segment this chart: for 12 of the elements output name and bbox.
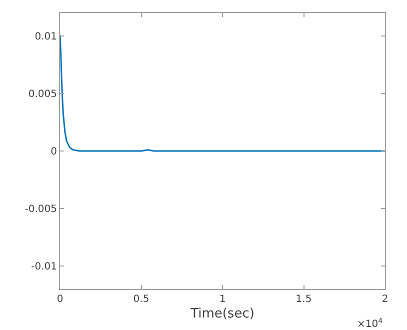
x-tick-label: 0.5 (133, 294, 150, 305)
text: ×10$^{4}$ (357, 317, 384, 330)
x-tick-label: 1.5 (296, 294, 312, 305)
y-tick-label: 0 (50, 146, 57, 158)
y-tick-label: 0.005 (28, 89, 57, 100)
y-tick-label: 0.01 (34, 32, 57, 42)
x-axis-title: Time(sec) (190, 306, 254, 322)
y-tick-label: -0.01 (31, 262, 57, 272)
x-tick-label: 1 (219, 294, 226, 305)
x-tick-label: 2 (382, 294, 388, 305)
y-tick-label: -0.005 (24, 204, 57, 215)
line-series (60, 34, 385, 152)
